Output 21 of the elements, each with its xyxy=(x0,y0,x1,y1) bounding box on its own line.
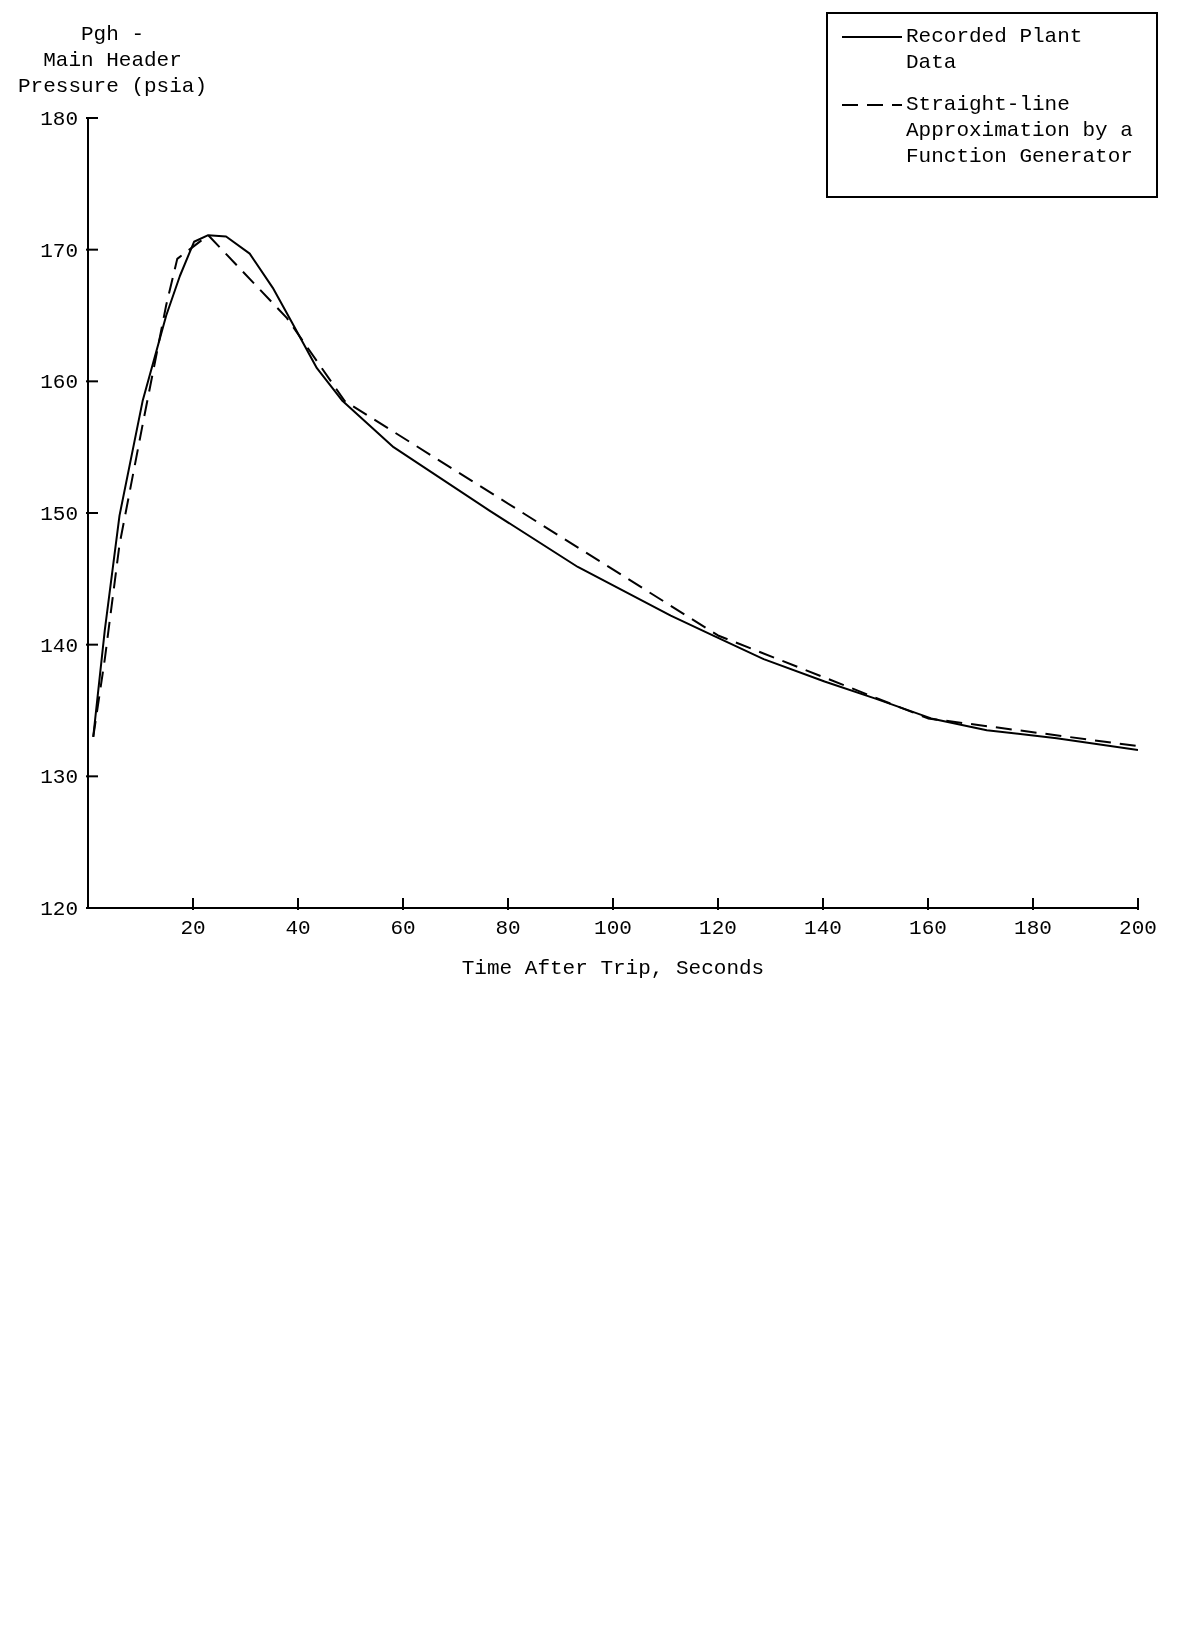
x-tick-label: 200 xyxy=(1119,917,1157,940)
y-axis-title: Pgh - Main Header Pressure (psia) xyxy=(18,22,208,100)
y-tick-label: 120 xyxy=(40,898,78,921)
y-tick-label: 130 xyxy=(40,766,78,790)
legend-label: Straight-line Approximation by a Function Generator xyxy=(906,92,1134,170)
x-tick-label: 80 xyxy=(495,917,521,940)
y-tick-label: 140 xyxy=(40,634,78,658)
x-tick-label: 60 xyxy=(390,917,416,940)
y-tick-label: 160 xyxy=(40,371,78,395)
x-tick-label: 120 xyxy=(699,917,737,940)
x-tick-label: 20 xyxy=(180,917,206,940)
legend-label: Recorded Plant Data xyxy=(906,24,1084,76)
y-tick-label: 180 xyxy=(40,108,78,131)
x-tick-label: 140 xyxy=(804,917,842,940)
y-tick-label: 150 xyxy=(40,503,78,526)
x-axis-title: Time After Trip, Seconds xyxy=(461,957,765,980)
y-tick-label: 170 xyxy=(40,239,78,263)
x-tick-label: 180 xyxy=(1014,917,1052,940)
x-tick-label: 100 xyxy=(594,917,632,940)
x-tick-label: 40 xyxy=(285,917,311,940)
x-tick-label: 160 xyxy=(909,917,947,940)
